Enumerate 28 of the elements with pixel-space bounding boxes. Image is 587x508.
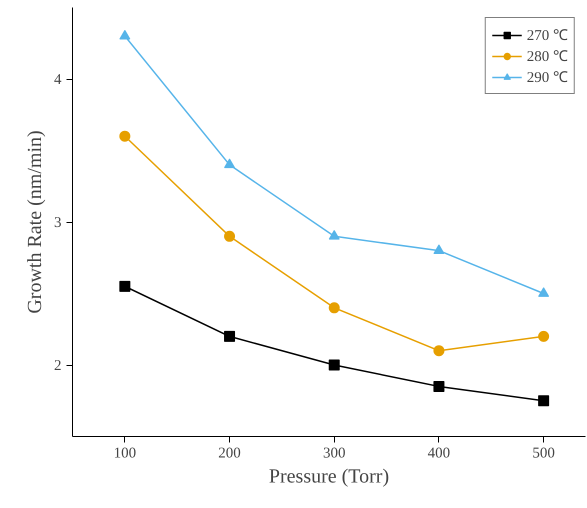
legend-label: 290 ℃ xyxy=(526,69,568,87)
x-tick-label: 500 xyxy=(532,446,555,462)
point xyxy=(328,302,340,314)
point xyxy=(433,380,444,392)
y-tick-label: 4 xyxy=(54,72,62,88)
point xyxy=(224,330,236,342)
x-axis-title: Pressure (Torr) xyxy=(268,466,390,488)
point xyxy=(538,395,550,406)
point xyxy=(433,244,444,254)
point xyxy=(328,360,340,370)
x-tick-label: 100 xyxy=(114,446,136,462)
x-tick-label: 200 xyxy=(218,446,241,462)
legend-label: 270 ℃ xyxy=(526,27,568,45)
x-tick-label: 300 xyxy=(322,446,346,462)
y-tick-label: 3 xyxy=(54,215,62,231)
point xyxy=(224,230,236,242)
y-tick-label: 2 xyxy=(54,358,62,374)
point xyxy=(119,130,130,142)
x-tick-label: 400 xyxy=(428,446,450,462)
point xyxy=(328,230,340,240)
legend-label: 280 ℃ xyxy=(526,48,568,66)
y-axis-title: Growth Rate (nm/min) xyxy=(24,130,46,314)
point xyxy=(224,158,236,168)
point xyxy=(538,330,550,342)
point xyxy=(119,280,130,292)
point xyxy=(433,345,444,356)
point xyxy=(119,30,130,40)
point xyxy=(538,287,550,297)
